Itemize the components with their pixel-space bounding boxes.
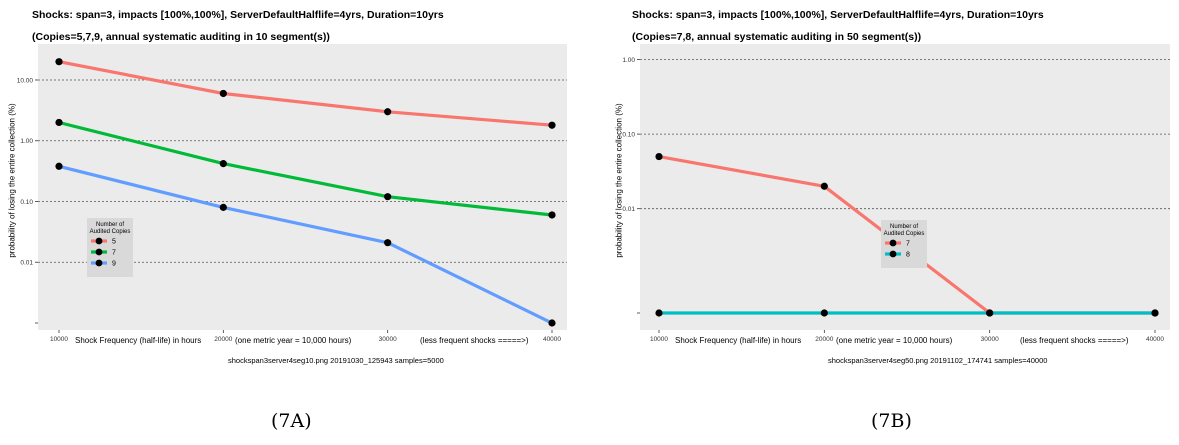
legend-title: Number of [890,224,918,230]
series-line-5 [58,60,553,127]
x-axis-note: (one metric year = 10,000 hours) [235,336,352,345]
y-axis-label: probability of losing the entire collect… [614,103,624,258]
plot-background [640,44,1170,330]
legend-key-point [95,237,103,245]
x-tick-label: 20000 [214,336,232,343]
legend-key-point [95,259,103,267]
chart-title-line2: (Copies=7,8, annual systematic auditing … [632,31,922,43]
data-point-5 [548,121,556,129]
y-tick-label: 0.01 [20,260,33,267]
legend-key-point [95,248,103,256]
chart-title-line1: Shocks: span=3, impacts [100%,100%], Ser… [632,9,1044,21]
x-axis-label: Shock Frequency (half-life) in hours [675,336,802,345]
legend-label: 8 [906,252,910,259]
data-point-8 [986,309,994,317]
x-tick-label: 10000 [650,336,668,343]
data-point-7 [384,193,392,201]
series-line-7 [58,120,553,217]
chart-title-line2: (Copies=5,7,9, annual systematic auditin… [32,31,330,43]
series-line-9 [58,164,553,325]
data-point-9 [548,319,556,327]
x-axis-direction-note: (less frequent shocks =====>) [420,336,529,345]
data-point-7 [820,182,828,190]
chart-panel-a: Shocks: span=3, impacts [100%,100%], Ser… [0,0,567,432]
data-point-9 [219,203,227,211]
data-point-7 [655,152,663,161]
y-tick-label: 0.10 [20,199,33,206]
chart-title-line1: Shocks: span=3, impacts [100%,100%], Ser… [32,9,444,21]
x-tick-label: 10000 [50,336,68,343]
legend-label: 7 [112,250,116,257]
chart-svg-b: 0.01 0.10 1.00 10000 20000 30000 40000 Number o… [622,44,1170,343]
data-point-5 [384,108,392,116]
legend-key-point [889,239,897,247]
x-tick-label: 20000 [815,336,833,343]
legend-label: 5 [112,239,116,246]
legend-title: Number of [96,222,124,228]
y-tick-label: 0.01 [622,206,635,213]
figure-subcaption: (7B) [871,410,912,432]
chart-caption: shockspan3server4seg10.png 20191030_1259… [228,356,444,365]
chart-panel-b: Shocks: span=3, impacts [100%,100%], Ser… [600,0,1170,432]
legend-label: 7 [906,241,910,248]
figure-subcaption: (7A) [271,410,312,432]
x-tick-label: 30000 [379,336,397,343]
data-point-5 [55,58,63,66]
data-point-7 [548,211,556,219]
x-tick-label: 40000 [1146,336,1164,343]
legend-title: Audited Copies [90,229,131,235]
y-axis-label: probability of losing the entire collect… [7,103,17,258]
x-tick-label: 30000 [981,336,999,343]
y-tick-label: 0.10 [622,132,635,139]
chart-svg-a: 0.01 0.10 1.00 10.00 10000 20000 30000 40000 Num… [17,44,567,343]
y-tick-label: 1.00 [622,57,635,64]
plot-background [38,44,567,330]
data-point-8 [820,309,828,317]
data-point-5 [219,89,227,98]
legend-key-point [889,250,897,258]
legend-label: 9 [112,261,116,268]
y-tick-label: 10.00 [17,77,34,84]
data-point-9 [55,162,63,170]
legend-title: Audited Copies [884,231,925,237]
data-point-9 [384,239,392,247]
x-axis-direction-note: (less frequent shocks =====>) [1020,336,1129,345]
x-axis-note: (one metric year = 10,000 hours) [836,336,953,345]
data-point-7 [219,160,227,168]
data-point-8 [655,309,663,317]
x-axis-label: Shock Frequency (half-life) in hours [75,336,202,345]
data-point-7 [55,118,63,127]
chart-caption: shockspan3server4seg50.png 20191102_1747… [828,356,1048,365]
y-tick-label: 1.00 [20,138,33,145]
x-tick-label: 40000 [543,336,561,343]
data-point-8 [1151,309,1159,317]
legend-box [87,218,133,277]
